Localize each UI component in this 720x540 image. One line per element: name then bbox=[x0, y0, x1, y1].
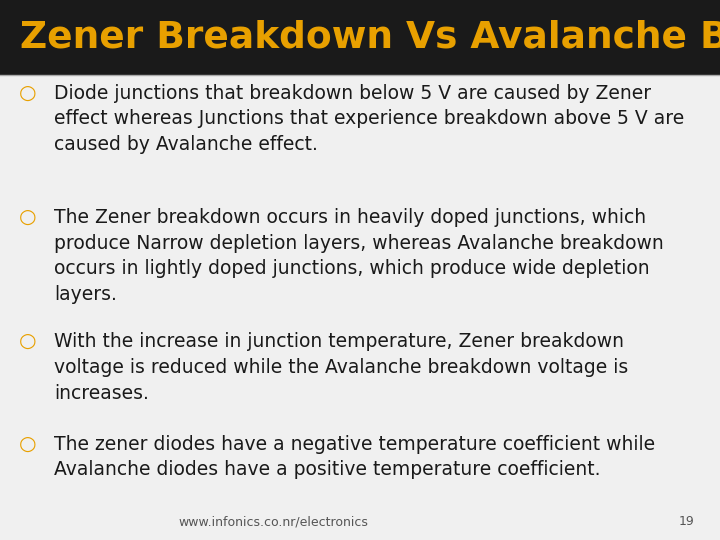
Text: ○: ○ bbox=[19, 208, 36, 227]
Text: ○: ○ bbox=[19, 332, 36, 351]
Text: The zener diodes have a negative temperature coefficient while
Avalanche diodes : The zener diodes have a negative tempera… bbox=[54, 435, 655, 480]
Text: www.infonics.co.nr/electronics: www.infonics.co.nr/electronics bbox=[179, 515, 369, 528]
Bar bbox=[0, 0, 720, 75]
Text: ○: ○ bbox=[19, 84, 36, 103]
Text: Diode junctions that breakdown below 5 V are caused by Zener
effect whereas Junc: Diode junctions that breakdown below 5 V… bbox=[54, 84, 684, 154]
Text: The Zener breakdown occurs in heavily doped junctions, which
produce Narrow depl: The Zener breakdown occurs in heavily do… bbox=[54, 208, 664, 304]
Text: With the increase in junction temperature, Zener breakdown
voltage is reduced wh: With the increase in junction temperatur… bbox=[54, 332, 629, 403]
Text: Zener Breakdown Vs Avalanche Breakdown: Zener Breakdown Vs Avalanche Breakdown bbox=[20, 19, 720, 55]
Text: ○: ○ bbox=[19, 435, 36, 454]
Text: 19: 19 bbox=[679, 515, 695, 528]
